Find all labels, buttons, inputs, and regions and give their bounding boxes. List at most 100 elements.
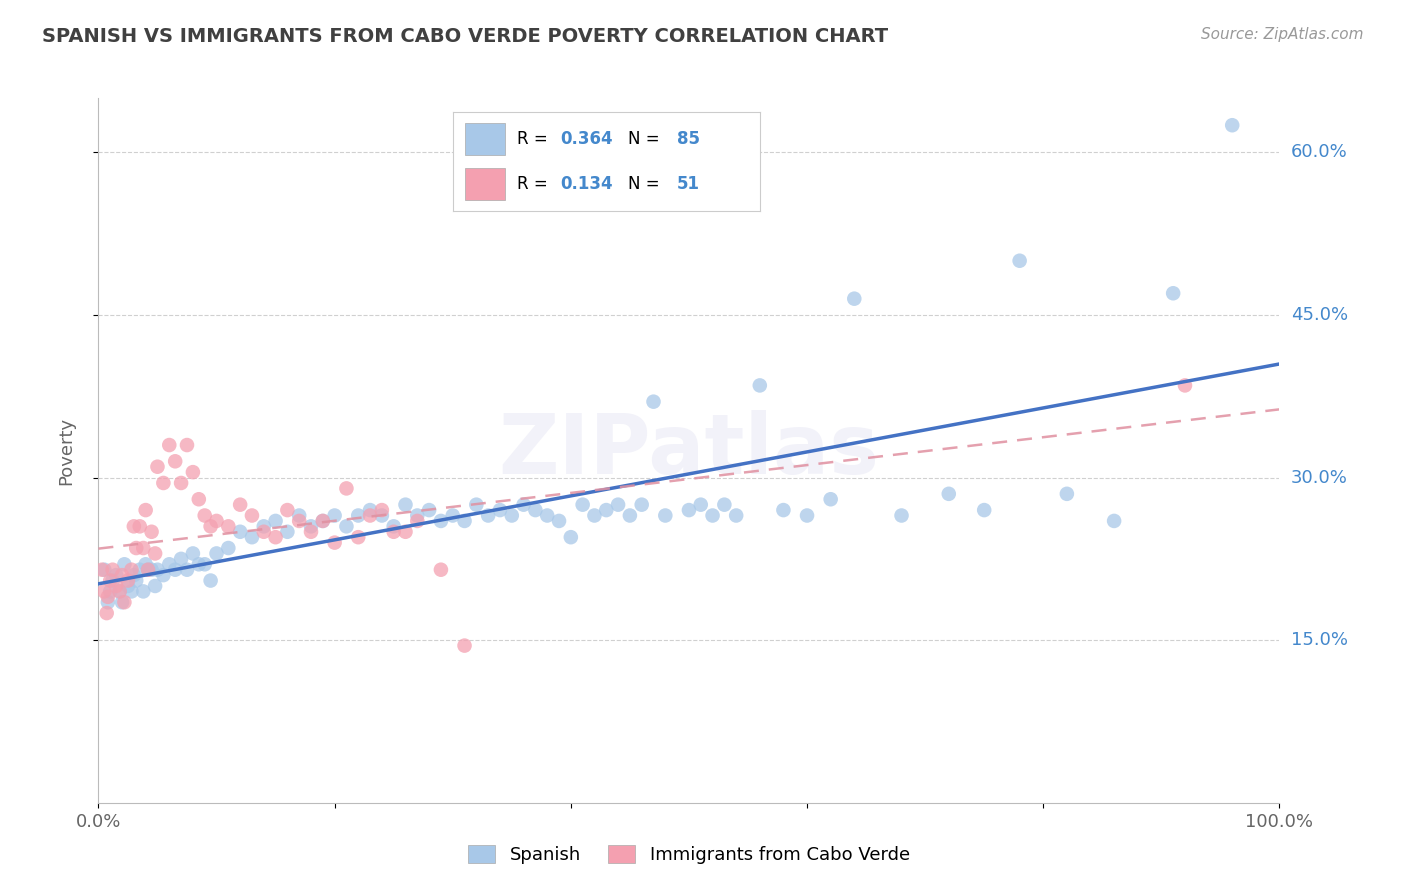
Point — [264, 530, 287, 544]
Text: 51: 51 — [676, 175, 700, 194]
Text: 85: 85 — [676, 130, 700, 148]
Point — [890, 508, 912, 523]
Point — [205, 546, 228, 560]
Point — [111, 568, 134, 582]
Point — [93, 584, 115, 599]
Text: 30.0%: 30.0% — [1291, 468, 1347, 486]
Point — [1161, 286, 1184, 301]
Point — [194, 558, 217, 572]
Point — [725, 508, 748, 523]
Point — [323, 508, 346, 523]
Point — [548, 514, 571, 528]
Point — [165, 563, 187, 577]
Point — [689, 498, 711, 512]
Point — [146, 563, 169, 577]
Point — [276, 524, 298, 539]
Text: N =: N = — [627, 130, 665, 148]
Point — [135, 503, 157, 517]
Point — [96, 606, 118, 620]
Text: 0.134: 0.134 — [560, 175, 613, 194]
Point — [229, 524, 252, 539]
Point — [152, 568, 174, 582]
Point — [1102, 514, 1125, 528]
Text: 0.364: 0.364 — [560, 130, 613, 148]
FancyBboxPatch shape — [465, 123, 505, 154]
Point — [125, 574, 148, 588]
Point — [98, 584, 121, 599]
Point — [938, 487, 960, 501]
Point — [1220, 118, 1243, 132]
Legend: Spanish, Immigrants from Cabo Verde: Spanish, Immigrants from Cabo Verde — [461, 838, 917, 871]
Point — [630, 498, 652, 512]
Text: R =: R = — [517, 175, 553, 194]
Point — [418, 503, 440, 517]
Point — [240, 530, 263, 544]
Point — [347, 530, 370, 544]
Point — [501, 508, 523, 523]
Point — [560, 530, 582, 544]
Point — [143, 579, 166, 593]
Point — [430, 563, 453, 577]
Point — [678, 503, 700, 517]
Point — [654, 508, 676, 523]
Point — [844, 292, 866, 306]
Point — [157, 558, 180, 572]
Point — [105, 568, 128, 582]
Point — [430, 514, 453, 528]
Point — [371, 508, 394, 523]
Point — [200, 574, 222, 588]
Point — [128, 519, 150, 533]
Point — [312, 514, 335, 528]
Point — [176, 438, 198, 452]
FancyBboxPatch shape — [465, 169, 505, 200]
Text: ZIPatlas: ZIPatlas — [499, 410, 879, 491]
Point — [796, 508, 818, 523]
Point — [619, 508, 641, 523]
Point — [441, 508, 464, 523]
Point — [382, 524, 405, 539]
Point — [524, 503, 547, 517]
Point — [105, 579, 128, 593]
Point — [141, 524, 163, 539]
Text: 45.0%: 45.0% — [1291, 306, 1348, 324]
Point — [335, 519, 357, 533]
Point — [264, 514, 287, 528]
Point — [135, 558, 157, 572]
Point — [276, 503, 298, 517]
Point — [536, 508, 558, 523]
Point — [194, 508, 217, 523]
Point — [187, 492, 209, 507]
Point — [152, 475, 174, 490]
Point — [91, 563, 114, 577]
Point — [108, 584, 131, 599]
Point — [643, 394, 665, 409]
Point — [371, 503, 394, 517]
Point — [121, 584, 143, 599]
Text: 15.0%: 15.0% — [1291, 632, 1347, 649]
Point — [187, 558, 209, 572]
Point — [170, 475, 193, 490]
Point — [772, 503, 794, 517]
Point — [146, 459, 169, 474]
Point — [382, 519, 405, 533]
Point — [112, 595, 135, 609]
Point — [132, 584, 155, 599]
Point — [93, 563, 115, 577]
Point — [253, 519, 276, 533]
Point — [299, 519, 322, 533]
Point — [136, 563, 159, 577]
Point — [571, 498, 593, 512]
Point — [323, 535, 346, 549]
Point — [406, 514, 429, 528]
Point — [312, 514, 335, 528]
Point — [181, 546, 204, 560]
Point — [97, 595, 120, 609]
Point — [121, 563, 143, 577]
Point — [181, 465, 204, 479]
Point — [108, 584, 131, 599]
Point — [170, 552, 193, 566]
Text: 60.0%: 60.0% — [1291, 144, 1347, 161]
Point — [253, 524, 276, 539]
Point — [240, 508, 263, 523]
Point — [117, 574, 139, 588]
